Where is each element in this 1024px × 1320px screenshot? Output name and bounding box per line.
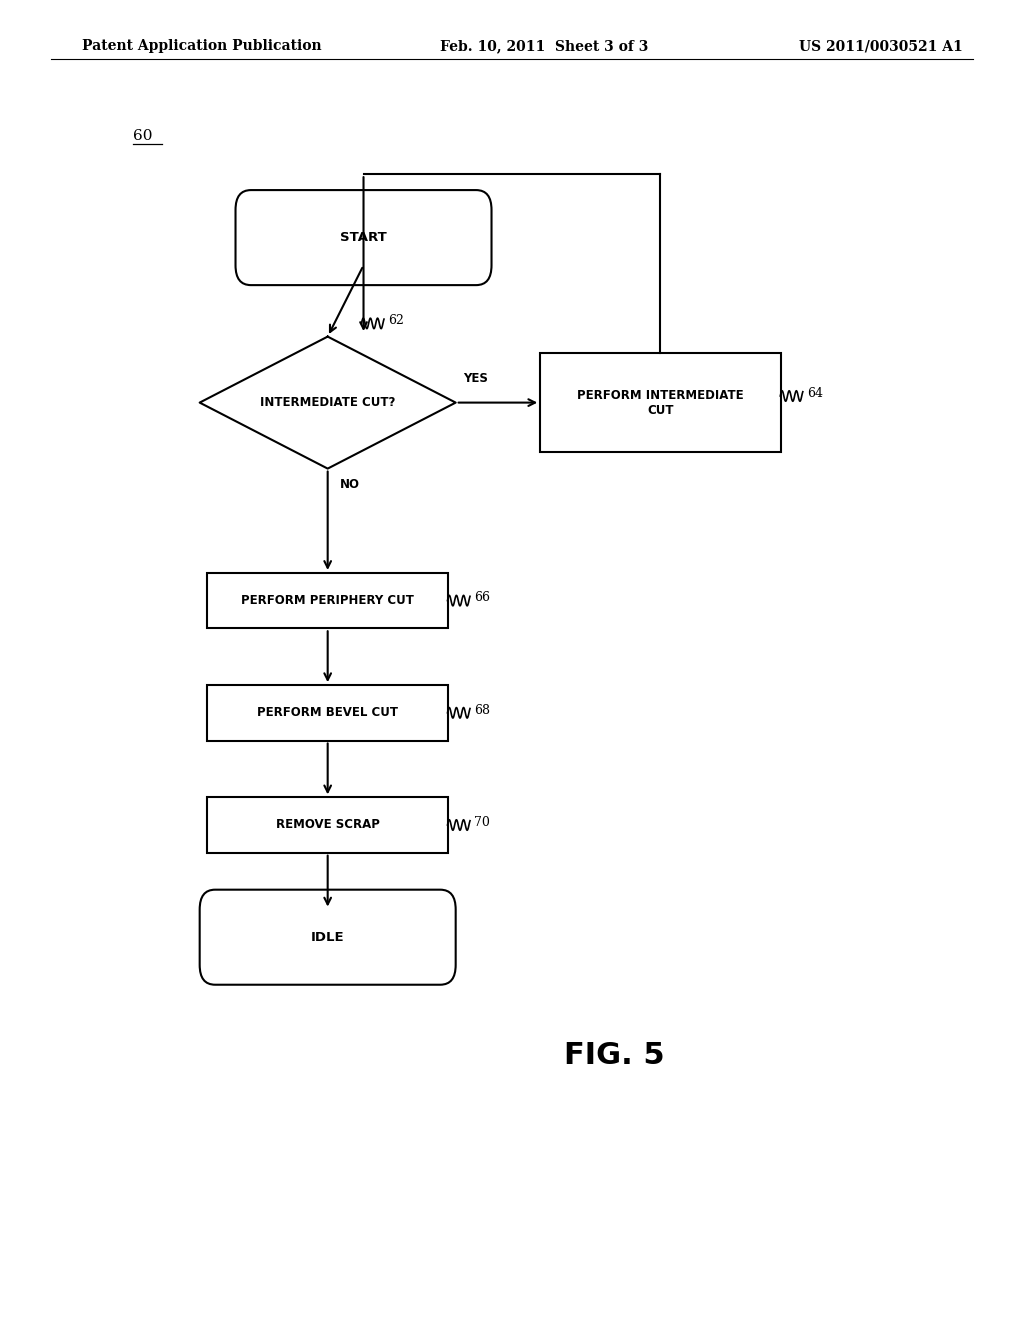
Bar [541, 354, 781, 451]
Text: NO: NO [340, 478, 360, 491]
Text: 64: 64 [807, 387, 823, 400]
Bar [207, 685, 449, 741]
Text: 70: 70 [474, 816, 490, 829]
Text: REMOVE SCRAP: REMOVE SCRAP [275, 818, 380, 832]
FancyBboxPatch shape [200, 890, 456, 985]
FancyBboxPatch shape [236, 190, 492, 285]
Text: 60: 60 [133, 128, 153, 143]
Text: Feb. 10, 2011  Sheet 3 of 3: Feb. 10, 2011 Sheet 3 of 3 [440, 40, 648, 53]
Text: 66: 66 [474, 591, 490, 605]
Polygon shape [200, 337, 456, 469]
Text: INTERMEDIATE CUT?: INTERMEDIATE CUT? [260, 396, 395, 409]
Text: PERFORM INTERMEDIATE
CUT: PERFORM INTERMEDIATE CUT [578, 388, 743, 417]
Text: 62: 62 [388, 314, 404, 327]
Text: 68: 68 [474, 704, 490, 717]
Text: FIG. 5: FIG. 5 [564, 1041, 665, 1071]
Text: US 2011/0030521 A1: US 2011/0030521 A1 [799, 40, 963, 53]
Bar [207, 573, 449, 628]
Text: YES: YES [463, 372, 487, 385]
Bar [207, 797, 449, 853]
Text: PERFORM BEVEL CUT: PERFORM BEVEL CUT [257, 706, 398, 719]
Text: Patent Application Publication: Patent Application Publication [82, 40, 322, 53]
Text: PERFORM PERIPHERY CUT: PERFORM PERIPHERY CUT [242, 594, 414, 607]
Text: START: START [340, 231, 387, 244]
Text: IDLE: IDLE [311, 931, 344, 944]
